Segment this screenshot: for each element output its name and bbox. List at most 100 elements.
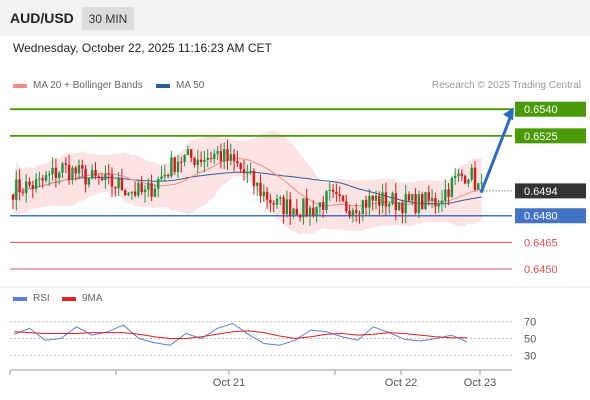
rsi-tick-1: 50 xyxy=(524,334,536,346)
candle-body xyxy=(341,195,345,202)
candle-body xyxy=(143,189,147,193)
candle-body xyxy=(114,186,117,189)
credit-text: Research © 2025 Trading Central xyxy=(431,80,581,91)
candle-body xyxy=(374,195,378,201)
candle-body xyxy=(41,178,44,181)
current-price-label: 0.6494 xyxy=(524,186,558,198)
candles-group xyxy=(11,139,483,226)
candle-body xyxy=(384,192,388,207)
level-badge-0 xyxy=(515,101,586,117)
candle-body xyxy=(391,193,394,204)
candle-body xyxy=(463,175,467,184)
candle-body xyxy=(236,161,239,164)
candle-body xyxy=(279,197,282,199)
candle-body xyxy=(104,173,107,181)
candle-body xyxy=(460,173,463,176)
candle-body xyxy=(130,191,133,194)
candle-body xyxy=(54,167,58,178)
candle-body xyxy=(120,178,124,191)
candle-body xyxy=(407,194,411,201)
candle-body xyxy=(190,149,193,158)
level-label-1: 0.6525 xyxy=(524,131,558,143)
candle-body xyxy=(18,179,21,193)
candle-body xyxy=(467,179,470,184)
candle-body xyxy=(256,182,259,186)
candle-body xyxy=(424,192,427,210)
candle-body xyxy=(265,191,269,200)
candle-body xyxy=(163,174,166,177)
rsi-tick-0: 70 xyxy=(524,317,536,329)
candle-body xyxy=(15,179,18,200)
candle-body xyxy=(58,172,61,178)
candle-body xyxy=(262,191,265,197)
candle-body xyxy=(411,194,414,201)
candle-body xyxy=(186,149,190,155)
candle-body xyxy=(381,192,384,206)
legend-ma20: MA 20 + Bollinger Bands xyxy=(13,80,143,91)
candle-body xyxy=(11,194,15,200)
level-badge-1 xyxy=(515,128,586,144)
candle-body xyxy=(87,177,91,185)
legend-9ma-label: 9MA xyxy=(82,293,103,304)
candle-body xyxy=(328,189,331,192)
candle-body xyxy=(94,169,97,177)
legend-rsi: RSI xyxy=(13,293,50,304)
candle-body xyxy=(107,173,110,175)
candle-body xyxy=(414,194,417,214)
candle-body xyxy=(454,175,457,179)
candle-body xyxy=(364,200,368,208)
candle-body xyxy=(378,195,381,206)
candle-body xyxy=(358,213,361,215)
candle-body xyxy=(394,193,397,211)
ma20-swatch-icon xyxy=(13,83,27,88)
candle-body xyxy=(437,203,440,207)
candle-body xyxy=(61,163,64,173)
candle-body xyxy=(140,182,143,193)
candle-body xyxy=(91,169,94,178)
candle-body xyxy=(368,196,371,208)
level-badge-2 xyxy=(515,208,586,224)
candle-body xyxy=(361,200,364,214)
candle-body xyxy=(117,178,120,189)
rsi-tick-2: 30 xyxy=(524,350,536,362)
candle-body xyxy=(404,194,407,214)
candle-body xyxy=(285,199,289,215)
candle-body xyxy=(239,163,242,170)
timeframe-badge[interactable]: 30 MIN xyxy=(82,7,134,30)
candle-body xyxy=(67,164,71,180)
bollinger-band xyxy=(13,130,482,235)
candle-body xyxy=(289,199,292,216)
candle-body xyxy=(153,188,157,197)
candle-body xyxy=(292,208,295,216)
candle-body xyxy=(48,174,51,176)
candle-body xyxy=(308,207,312,216)
candle-body xyxy=(421,194,424,210)
rsi-swatch-icon xyxy=(13,296,27,301)
candle-body xyxy=(434,197,437,207)
candle-body xyxy=(322,202,325,210)
candle-body xyxy=(272,203,275,205)
candle-body xyxy=(21,192,25,194)
candle-body xyxy=(127,193,130,196)
candle-body xyxy=(269,199,272,204)
ma50-swatch-icon xyxy=(156,83,170,88)
candle-body xyxy=(183,154,186,163)
candle-body xyxy=(74,167,77,174)
candle-body xyxy=(176,161,180,172)
level-label-4: 0.6450 xyxy=(524,264,558,276)
candle-body xyxy=(232,154,236,162)
candle-body xyxy=(397,202,401,211)
candle-body xyxy=(388,203,391,207)
candle-body xyxy=(110,174,114,187)
legend-rsi-label: RSI xyxy=(33,293,50,304)
datetime-label: Wednesday, October 22, 2025 11:16:23 AM … xyxy=(13,41,272,55)
candle-body xyxy=(196,159,199,165)
candle-body xyxy=(252,170,256,186)
candle-body xyxy=(137,182,140,196)
candle-body xyxy=(199,159,203,162)
candle-body xyxy=(25,181,28,194)
level-label-3: 0.6465 xyxy=(524,237,558,249)
candle-body xyxy=(282,197,285,215)
candle-body xyxy=(226,149,229,161)
candle-body xyxy=(173,157,176,172)
